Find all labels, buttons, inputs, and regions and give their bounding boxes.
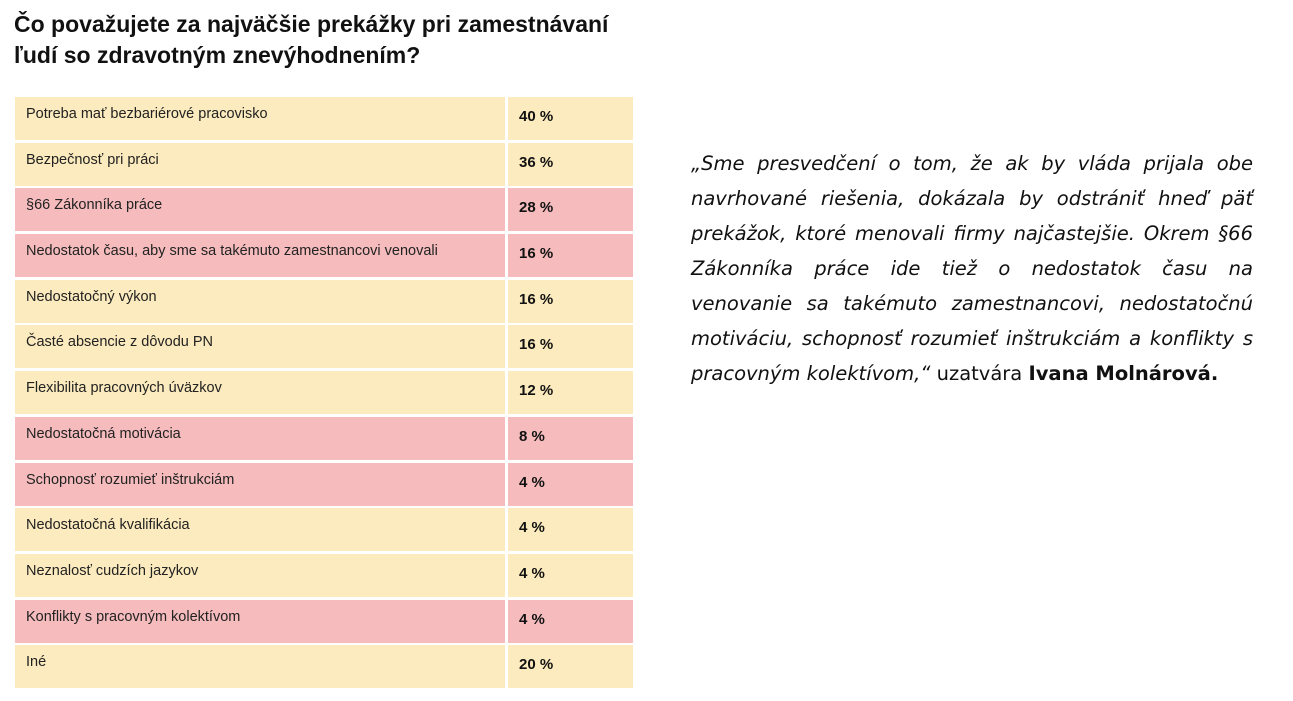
row-value: 16 % [508,280,633,323]
table-row: Konflikty s pracovným kolektívom 4 % [15,600,633,643]
row-value: 40 % [508,97,633,140]
row-label: Časté absencie z dôvodu PN [15,325,505,368]
row-value: 28 % [508,188,633,231]
row-value: 16 % [508,325,633,368]
table-row: Nedostatočná kvalifikácia 4 % [15,508,633,551]
table-row: Potreba mať bezbariérové pracovisko 40 % [15,97,633,140]
row-label: Bezpečnosť pri práci [15,143,505,186]
table-row: Neznalosť cudzích jazykov 4 % [15,554,633,597]
row-value: 16 % [508,234,633,277]
row-value: 8 % [508,417,633,460]
row-label: Schopnosť rozumieť inštrukciám [15,463,505,506]
row-value: 4 % [508,508,633,551]
table-row: Bezpečnosť pri práci 36 % [15,143,633,186]
row-label: Iné [15,645,505,688]
table-row: Iné 20 % [15,645,633,688]
row-value: 4 % [508,554,633,597]
row-label: Nedostatočná motivácia [15,417,505,460]
row-value: 12 % [508,371,633,414]
row-label: Nedostatočná kvalifikácia [15,508,505,551]
row-value: 4 % [508,463,633,506]
quote-text: „Sme presvedčení o tom, že ak by vláda p… [691,152,1253,385]
row-value: 36 % [508,143,633,186]
table-row: Schopnosť rozumieť inštrukciám 4 % [15,463,633,506]
table-row: Flexibilita pracovných úväzkov 12 % [15,371,633,414]
table-row: Nedostatočný výkon 16 % [15,280,633,323]
row-label: Potreba mať bezbariérové pracovisko [15,97,505,140]
obstacles-table: Potreba mať bezbariérové pracovisko 40 % B… [15,97,633,691]
page-title: Čo považujete za najväčšie prekážky pri … [14,9,654,71]
quote-attribution: uzatvára [937,362,1023,385]
quote-block: „Sme presvedčení o tom, že ak by vláda p… [691,146,1253,391]
row-label: Neznalosť cudzích jazykov [15,554,505,597]
row-label: Flexibilita pracovných úväzkov [15,371,505,414]
table-row: Časté absencie z dôvodu PN 16 % [15,325,633,368]
table-row: §66 Zákonníka práce 28 % [15,188,633,231]
row-label: §66 Zákonníka práce [15,188,505,231]
row-value: 4 % [508,600,633,643]
table-row: Nedostatok času, aby sme sa takémuto zam… [15,234,633,277]
row-label: Nedostatočný výkon [15,280,505,323]
quote-author: Ivana Molnárová. [1028,362,1218,385]
table-row: Nedostatočná motivácia 8 % [15,417,633,460]
row-label: Konflikty s pracovným kolektívom [15,600,505,643]
row-value: 20 % [508,645,633,688]
row-label: Nedostatok času, aby sme sa takémuto zam… [15,234,505,277]
